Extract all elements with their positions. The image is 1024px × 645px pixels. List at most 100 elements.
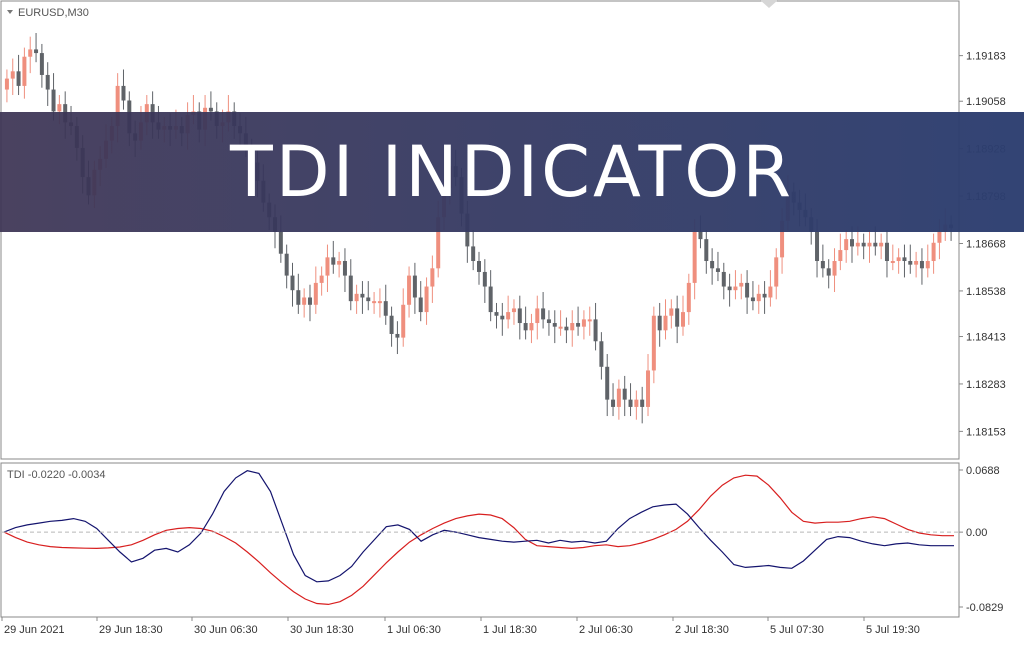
candle-body	[517, 308, 522, 324]
candle-body	[430, 268, 435, 287]
candle	[34, 33, 39, 63]
candle	[313, 266, 318, 314]
candle	[931, 233, 936, 274]
candle	[395, 321, 400, 355]
candle	[348, 259, 353, 311]
candle	[418, 281, 423, 322]
shift-marker-icon[interactable]	[760, 0, 778, 8]
candle-body	[879, 242, 884, 247]
candle	[902, 244, 907, 278]
candle	[302, 288, 307, 318]
candle	[867, 230, 872, 263]
candle-body	[278, 231, 283, 254]
candle-body	[622, 388, 627, 400]
candle	[482, 259, 487, 303]
candle-body	[418, 297, 423, 313]
candle-body	[686, 282, 691, 313]
tdi-tick-label: 0.0688	[966, 465, 1000, 477]
price-tick-label: 1.19058	[966, 96, 1006, 108]
candle	[16, 54, 21, 96]
candle	[838, 233, 843, 271]
tdi-axis: 0.0688 0.00 -0.0829	[2, 465, 1003, 614]
candle	[296, 273, 301, 314]
candle-body	[861, 242, 866, 247]
candle	[523, 306, 528, 340]
candle-body	[651, 315, 656, 371]
candle-body	[721, 271, 726, 287]
candle-body	[511, 308, 516, 313]
candle-body	[908, 261, 913, 265]
candle-body	[28, 49, 33, 57]
candle	[640, 386, 645, 424]
candle	[576, 306, 581, 336]
collapse-triangle-icon[interactable]	[7, 10, 13, 14]
candle	[546, 310, 551, 336]
candle-body	[290, 275, 295, 291]
candle-body	[436, 217, 441, 269]
candle	[762, 281, 767, 314]
candle	[337, 251, 342, 278]
candle	[570, 310, 575, 347]
candle	[564, 317, 569, 344]
candle	[832, 248, 837, 293]
candle-body	[914, 261, 919, 265]
candle-body	[745, 282, 750, 298]
candle-body	[826, 268, 831, 276]
candle-body	[494, 312, 499, 316]
candle-body	[628, 399, 633, 407]
candle-body	[4, 78, 9, 90]
price-tick-label: 1.18668	[966, 238, 1006, 250]
candle-body	[558, 326, 563, 329]
candle	[657, 302, 662, 347]
candle-body	[698, 231, 703, 240]
tdi-panel-frame	[0, 462, 960, 618]
candle	[908, 244, 913, 274]
candle-body	[838, 250, 843, 262]
candle-body	[704, 239, 709, 262]
candle-body	[855, 242, 860, 247]
candle	[529, 313, 534, 344]
candle	[290, 262, 295, 307]
candle	[319, 266, 324, 296]
candle	[360, 281, 365, 314]
candle	[558, 310, 563, 336]
candle-body	[331, 257, 336, 265]
candle-body	[844, 239, 849, 251]
candle	[669, 299, 674, 329]
time-tick-label: 1 Jul 18:30	[483, 624, 537, 636]
candle	[412, 262, 417, 314]
candle-body	[616, 388, 621, 407]
candle-body	[401, 304, 406, 338]
candle	[471, 230, 476, 271]
candle	[342, 248, 347, 293]
candle-body	[366, 297, 371, 302]
candle-body	[389, 315, 394, 334]
candle-body	[383, 301, 388, 316]
tdi-rsi-line	[3, 470, 954, 583]
candle	[686, 273, 691, 325]
candle-body	[919, 261, 924, 269]
time-tick-label: 29 Jun 18:30	[99, 624, 163, 636]
candle-body	[815, 231, 820, 262]
candle-body	[22, 56, 27, 86]
time-tick-label: 2 Jul 18:30	[675, 624, 729, 636]
time-tick-label: 5 Jul 19:30	[866, 624, 920, 636]
candle-body	[471, 246, 476, 262]
candle	[826, 259, 831, 289]
candle-body	[605, 366, 610, 400]
candle-body	[663, 315, 668, 331]
candle	[622, 375, 627, 417]
candle-body	[581, 319, 586, 327]
candle-body	[599, 341, 604, 367]
candle-body	[850, 239, 855, 247]
candle	[494, 302, 499, 329]
candle	[331, 240, 336, 274]
candle	[710, 248, 715, 285]
candle-body	[756, 293, 761, 302]
tdi-lines	[3, 470, 954, 606]
candle-body	[51, 89, 56, 112]
candle-body	[337, 261, 342, 265]
candle	[663, 299, 668, 340]
